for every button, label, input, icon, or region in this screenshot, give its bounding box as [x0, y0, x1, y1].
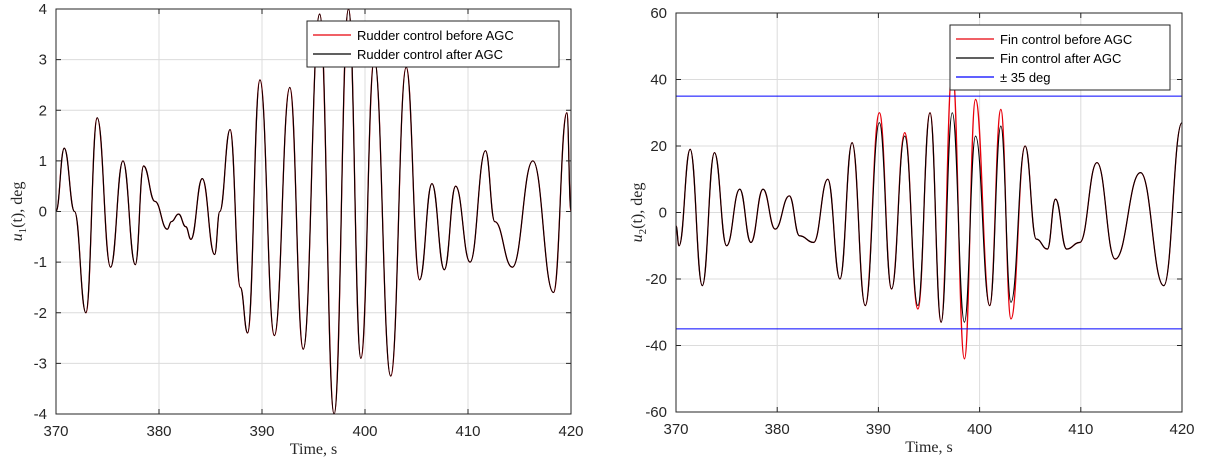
x-axis-label: Time, s — [905, 439, 952, 456]
y-axis-label-sub: 1 — [17, 228, 29, 234]
x-tick-label: 420 — [1169, 421, 1194, 438]
chart-fin-control: 370 380 390 400 410 420 -60 -40 -20 0 20 40 60 Time, … — [629, 5, 1195, 456]
y-tick-label: 40 — [650, 72, 667, 89]
x-tick-label: 400 — [352, 423, 377, 440]
series-line-1 — [56, 9, 571, 414]
y-axis-label-rest: (t), deg — [629, 183, 646, 229]
y-axis-label-rest: (t), deg — [9, 182, 26, 228]
y-tick-label: 2 — [39, 102, 47, 119]
legend-label: Rudder control before AGC — [357, 28, 514, 43]
y-tick-label: 0 — [39, 204, 47, 221]
series-group — [676, 68, 1182, 360]
series-line-1 — [676, 112, 1182, 323]
y-tick-label: 3 — [39, 52, 47, 69]
x-tick-label: 390 — [249, 423, 274, 440]
x-tick-label: 420 — [558, 423, 583, 440]
y-tick-label: 4 — [39, 1, 47, 18]
y-tick-label: -60 — [645, 404, 667, 421]
legend-label: Fin control after AGC — [1000, 51, 1121, 66]
legend-box — [306, 20, 560, 68]
x-tick-label: 390 — [866, 421, 891, 438]
x-axis-label: Time, s — [290, 441, 337, 458]
y-tick-label: -3 — [34, 355, 47, 372]
y-axis-label-main: u — [629, 234, 646, 242]
legend-label: ± 35 deg — [1000, 70, 1051, 85]
y-axis-label: u2(t), deg — [629, 183, 649, 243]
y-tick-label: 20 — [650, 138, 667, 155]
x-tick-label: 410 — [1068, 421, 1093, 438]
y-tick-label: 60 — [650, 5, 667, 22]
y-tick-label: -4 — [34, 406, 47, 423]
y-axis-label-main: u — [9, 233, 26, 241]
y-tick-label: -1 — [34, 254, 47, 271]
y-tick-label: -2 — [34, 305, 47, 322]
legend-label: Rudder control after AGC — [357, 47, 503, 62]
x-tick-label: 400 — [967, 421, 992, 438]
x-tick-label: 380 — [146, 423, 171, 440]
x-tick-label: 370 — [43, 423, 68, 440]
y-axis-label: u1(t), deg — [9, 182, 29, 242]
y-tick-label: 1 — [39, 153, 47, 170]
y-axis-label-sub: 2 — [637, 229, 649, 235]
x-tick-label: 380 — [765, 421, 790, 438]
x-tick-label: 370 — [663, 421, 688, 438]
x-tick-label: 410 — [455, 423, 480, 440]
legend-label: Fin control before AGC — [1000, 32, 1132, 47]
y-tick-label: 0 — [659, 205, 667, 222]
y-tick-label: -20 — [645, 271, 667, 288]
series-group — [56, 9, 571, 414]
y-tick-label: -40 — [645, 338, 667, 355]
